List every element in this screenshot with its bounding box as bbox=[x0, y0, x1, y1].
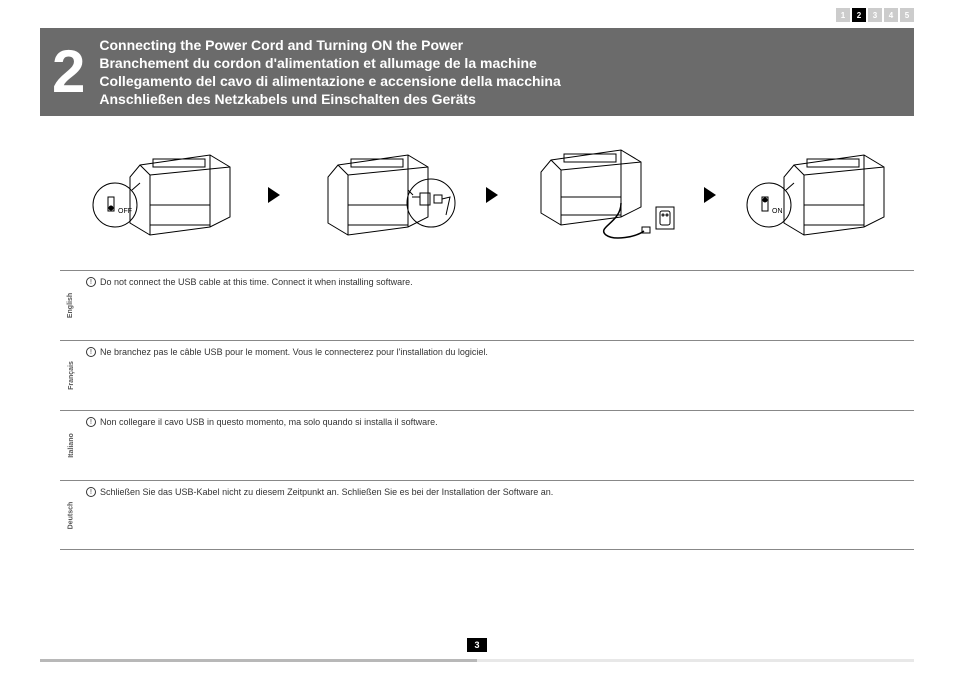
warning-icon: ! bbox=[86, 277, 96, 287]
lang-label: English bbox=[60, 271, 82, 340]
printer-step-plug bbox=[526, 145, 676, 245]
arrow-icon bbox=[268, 187, 280, 203]
printer-step-cord bbox=[308, 145, 458, 245]
notes-section: English ! Do not connect the USB cable a… bbox=[60, 270, 914, 550]
switch-label-off: OFF bbox=[118, 208, 132, 215]
step-indicator-5: 5 bbox=[900, 8, 914, 22]
title-fr: Branchement du cordon d'alimentation et … bbox=[99, 54, 902, 72]
warning-icon: ! bbox=[86, 417, 96, 427]
note-text: ! Non collegare il cavo USB in questo mo… bbox=[82, 411, 914, 480]
note-text: ! Ne branchez pas le câble USB pour le m… bbox=[82, 341, 914, 410]
section-titles: Connecting the Power Cord and Turning ON… bbox=[99, 36, 902, 109]
note-francais: Français ! Ne branchez pas le câble USB … bbox=[60, 340, 914, 410]
title-de: Anschließen des Netzkabels und Einschalt… bbox=[99, 90, 902, 108]
warning-icon: ! bbox=[86, 487, 96, 497]
step-indicator-1: 1 bbox=[836, 8, 850, 22]
note-text: ! Schließen Sie das USB-Kabel nicht zu d… bbox=[82, 481, 914, 549]
step-indicator-4: 4 bbox=[884, 8, 898, 22]
note-deutsch: Deutsch ! Schließen Sie das USB-Kabel ni… bbox=[60, 480, 914, 550]
switch-label-on: ON bbox=[772, 208, 783, 215]
step-indicator: 1 2 3 4 5 bbox=[836, 8, 914, 22]
printer-step-off: OFF bbox=[90, 145, 240, 245]
note-text: ! Do not connect the USB cable at this t… bbox=[82, 271, 914, 340]
power-sequence-diagram: OFF bbox=[90, 140, 894, 250]
arrow-icon bbox=[704, 187, 716, 203]
lang-label: Italiano bbox=[60, 411, 82, 480]
step-indicator-3: 3 bbox=[868, 8, 882, 22]
section-header: 2 Connecting the Power Cord and Turning … bbox=[40, 28, 914, 116]
printer-step-on: ON bbox=[744, 145, 894, 245]
title-en: Connecting the Power Cord and Turning ON… bbox=[99, 36, 902, 54]
note-english: English ! Do not connect the USB cable a… bbox=[60, 270, 914, 340]
arrow-icon bbox=[486, 187, 498, 203]
lang-label: Deutsch bbox=[60, 481, 82, 549]
warning-icon: ! bbox=[86, 347, 96, 357]
lang-label: Français bbox=[60, 341, 82, 410]
title-it: Collegamento del cavo di alimentazione e… bbox=[99, 72, 902, 90]
note-italiano: Italiano ! Non collegare il cavo USB in … bbox=[60, 410, 914, 480]
page-number: 3 bbox=[467, 638, 487, 652]
step-number: 2 bbox=[52, 42, 85, 102]
step-indicator-2: 2 bbox=[852, 8, 866, 22]
footer-rule bbox=[40, 659, 914, 662]
